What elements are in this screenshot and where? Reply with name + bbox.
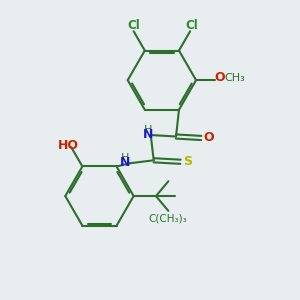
Text: S: S: [183, 155, 192, 168]
Text: H: H: [144, 125, 152, 135]
Text: Cl: Cl: [127, 20, 140, 32]
Text: N: N: [120, 156, 131, 169]
Text: C(CH₃)₃: C(CH₃)₃: [148, 213, 187, 224]
Text: Cl: Cl: [185, 20, 198, 32]
Text: N: N: [142, 128, 153, 141]
Text: CH₃: CH₃: [224, 73, 245, 83]
Text: HO: HO: [58, 139, 79, 152]
Text: H: H: [121, 153, 130, 163]
Text: O: O: [215, 71, 226, 84]
Text: O: O: [203, 131, 214, 145]
